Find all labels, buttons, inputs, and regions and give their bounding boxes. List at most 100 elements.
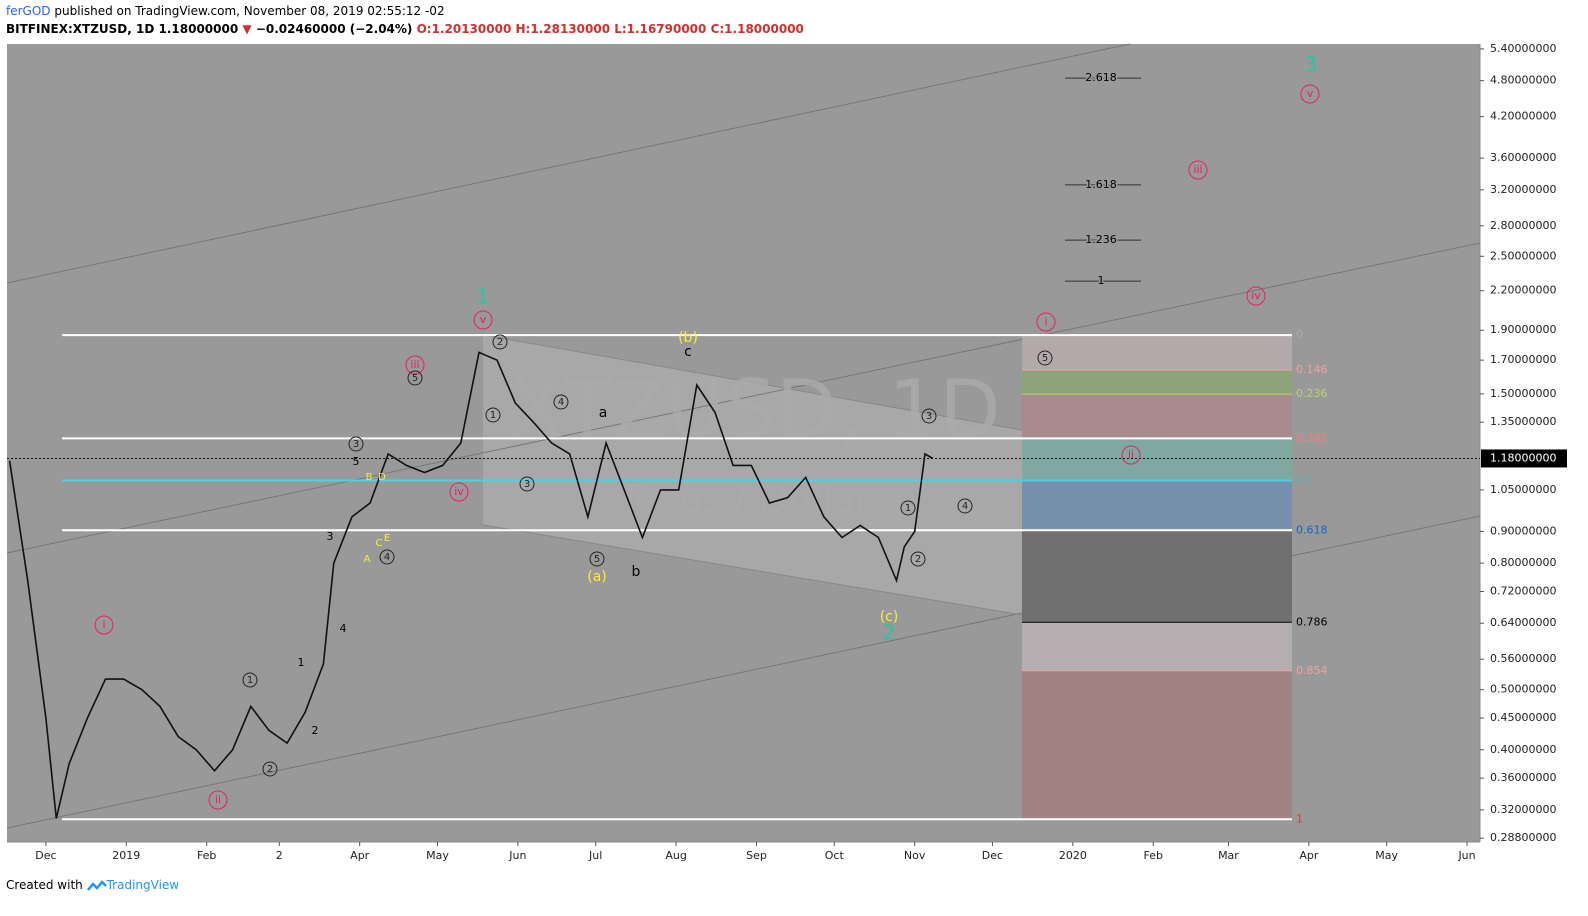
wave-circle bbox=[208, 790, 228, 810]
fib-label: 0.236 bbox=[1296, 387, 1328, 400]
wave-label: 1 bbox=[477, 285, 490, 309]
trend-line bbox=[6, 242, 1481, 554]
y-tick-label: 0.40000000 bbox=[1490, 743, 1556, 756]
y-tick-label: 1.70000000 bbox=[1490, 353, 1556, 366]
brand[interactable]: TradingView bbox=[106, 878, 180, 892]
y-tick-label: 0.72000000 bbox=[1490, 585, 1556, 598]
wave-label: ii bbox=[1128, 448, 1134, 461]
fib-band bbox=[1022, 370, 1292, 395]
channel-line bbox=[482, 334, 1023, 431]
created: Created with bbox=[6, 878, 83, 892]
wave-label: 3 bbox=[353, 439, 359, 450]
y-tick-label: 0.50000000 bbox=[1490, 683, 1556, 696]
y-tick-label: 0.32000000 bbox=[1490, 803, 1556, 816]
wave-label: C bbox=[376, 538, 383, 549]
fib-label: 0.146 bbox=[1296, 363, 1328, 376]
wave-label: 2 bbox=[497, 337, 503, 348]
wave-label: b bbox=[632, 564, 641, 580]
wave-circle bbox=[1037, 350, 1053, 366]
fib-band bbox=[1022, 530, 1292, 623]
y-tick-label: 0.45000000 bbox=[1490, 711, 1556, 724]
y-tick-label: 1.90000000 bbox=[1490, 323, 1556, 336]
wave-label: iii bbox=[1193, 163, 1202, 176]
published: published on TradingView.com, November 0… bbox=[54, 4, 445, 18]
wave-label: 4 bbox=[340, 622, 347, 635]
y-tick-label: 3.60000000 bbox=[1490, 151, 1556, 164]
wave-label: 3 bbox=[926, 411, 932, 422]
wave-label: 2 bbox=[883, 621, 896, 645]
wave-circle bbox=[519, 476, 535, 492]
author[interactable]: ferGOD bbox=[6, 4, 51, 18]
wave-circle bbox=[348, 436, 364, 452]
chart: XTZUSD, 1D Tezos / Dollar 0 0.146 0.236 0.3… bbox=[6, 42, 1567, 862]
y-tick-label: 0.28800000 bbox=[1490, 831, 1556, 844]
wave-label: 2 bbox=[915, 554, 921, 565]
last-price-box bbox=[1481, 449, 1567, 468]
x-tick-label: Mar bbox=[1218, 849, 1239, 862]
open: O:1.20130000 bbox=[416, 22, 512, 36]
channel-line bbox=[482, 524, 1023, 616]
ext-label: 1 bbox=[1098, 274, 1105, 287]
wave-label: 1 bbox=[490, 410, 496, 421]
fib-band bbox=[1022, 438, 1292, 481]
x-tick-label: Nov bbox=[904, 849, 926, 862]
wave-label: i bbox=[102, 618, 105, 631]
y-tick-label: 0.36000000 bbox=[1490, 771, 1556, 784]
fib-label: 1 bbox=[1296, 812, 1303, 825]
footer: Created with TradingView bbox=[6, 878, 179, 892]
wave-label: ii bbox=[215, 793, 221, 806]
wave-circle bbox=[957, 498, 973, 514]
wave-label: v bbox=[480, 313, 487, 326]
wave-label: (a) bbox=[587, 569, 607, 585]
x-tick-label: Jul bbox=[588, 849, 602, 862]
wave-label: 2 bbox=[267, 764, 273, 775]
wave-circle bbox=[1121, 445, 1141, 465]
y-tick-label: 4.80000000 bbox=[1490, 74, 1556, 87]
ext-label: 1.236 bbox=[1085, 233, 1117, 246]
fib-band bbox=[1022, 394, 1292, 439]
wave-circle bbox=[1246, 286, 1266, 306]
wave-label: a bbox=[599, 405, 608, 421]
watermark-sub: Tezos / Dollar bbox=[618, 478, 872, 522]
wave-label: v bbox=[1307, 87, 1314, 100]
wave-circle bbox=[379, 549, 395, 565]
x-tick-label: Apr bbox=[350, 849, 370, 862]
wave-circle bbox=[1188, 160, 1208, 180]
x-tick-label: Oct bbox=[825, 849, 845, 862]
wave-circle bbox=[589, 551, 605, 567]
fib-label: 0 bbox=[1296, 328, 1303, 341]
fib-band bbox=[1022, 670, 1292, 820]
wave-label: 1 bbox=[905, 503, 911, 514]
change: −0.02460000 (−2.04%) bbox=[255, 22, 413, 36]
wave-label: iv bbox=[454, 485, 464, 498]
channel-fill bbox=[483, 335, 1022, 615]
wave-label: 5 bbox=[594, 554, 600, 565]
wave-label: 3 bbox=[327, 530, 334, 543]
wave-label: 5 bbox=[353, 455, 360, 468]
logo bbox=[86, 879, 107, 891]
wave-circle bbox=[485, 407, 501, 423]
wave-label: A bbox=[364, 554, 371, 565]
wave-circle bbox=[1300, 84, 1320, 104]
y-tick-label: 0.90000000 bbox=[1490, 524, 1556, 537]
fib-label: 0.854 bbox=[1296, 664, 1328, 677]
wave-circle bbox=[242, 672, 258, 688]
wave-label: 3 bbox=[524, 479, 530, 490]
wave-label: D bbox=[378, 472, 386, 483]
y-tick-label: 2.50000000 bbox=[1490, 249, 1556, 262]
wave-circle bbox=[921, 408, 937, 424]
header-line-2: BITFINEX:XTZUSD, 1D 1.18000000 ▼ −0.0246… bbox=[6, 22, 804, 36]
symbol: BITFINEX:XTZUSD, 1D bbox=[6, 22, 155, 36]
wave-label: 1 bbox=[298, 656, 305, 669]
fib-label: 0.382 bbox=[1296, 431, 1328, 444]
wave-circle bbox=[553, 394, 569, 410]
x-tick-label: 2019 bbox=[112, 849, 140, 862]
high: H:1.28130000 bbox=[515, 22, 611, 36]
y-tick-label: 1.05000000 bbox=[1490, 483, 1556, 496]
wave-circle bbox=[492, 334, 508, 350]
y-tick-label: 1.50000000 bbox=[1490, 387, 1556, 400]
x-tick-label: Feb bbox=[197, 849, 216, 862]
y-tick-label: 5.40000000 bbox=[1490, 42, 1556, 55]
wave-circle bbox=[449, 482, 469, 502]
